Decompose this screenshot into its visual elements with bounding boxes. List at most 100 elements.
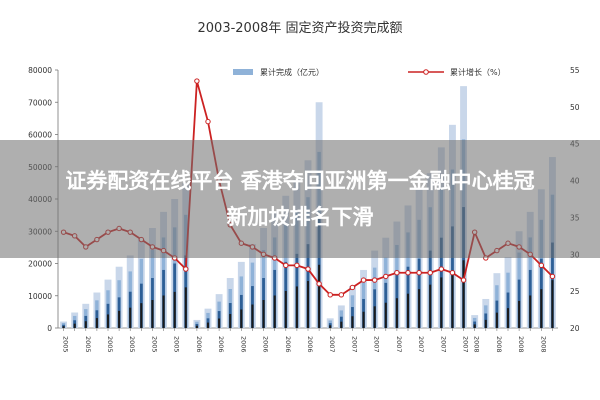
legend-line-marker bbox=[423, 69, 429, 75]
y-left-tick-label: 70000 bbox=[28, 98, 52, 107]
bar-base bbox=[529, 295, 532, 328]
bar-base bbox=[406, 293, 410, 328]
bar-base bbox=[218, 318, 221, 328]
bar-base bbox=[84, 321, 87, 328]
x-tick-label: 2007 bbox=[350, 336, 358, 353]
x-tick-label: 2008 bbox=[539, 336, 547, 353]
x-tick-label: 2006 bbox=[284, 336, 292, 353]
x-tick-label: 2005 bbox=[84, 336, 92, 353]
bar-base bbox=[495, 312, 498, 328]
y-right-tick-label: 55 bbox=[570, 66, 580, 75]
growth-point bbox=[327, 292, 333, 298]
bar-base bbox=[518, 300, 521, 328]
y-right-tick-label: 50 bbox=[570, 103, 580, 112]
bar-base bbox=[351, 316, 354, 328]
bar-base bbox=[273, 295, 276, 328]
y-left-tick-label: 0 bbox=[47, 324, 52, 333]
growth-point bbox=[405, 270, 411, 276]
x-tick-label: 2006 bbox=[217, 336, 225, 353]
y-left-tick-label: 80000 bbox=[28, 66, 52, 75]
growth-point bbox=[538, 262, 545, 269]
growth-point bbox=[338, 292, 345, 298]
bar-base bbox=[440, 277, 443, 328]
x-tick-label: 2008 bbox=[517, 336, 525, 353]
growth-point bbox=[438, 266, 445, 272]
chart-legend: 累计完成（亿元） 累计增长（%） bbox=[233, 67, 506, 77]
bar-base bbox=[506, 308, 510, 328]
bar-base bbox=[306, 281, 310, 328]
growth-point bbox=[305, 266, 311, 272]
x-tick-label: 2005 bbox=[62, 336, 70, 353]
bar-base bbox=[184, 287, 187, 328]
x-tick-label: 2007 bbox=[395, 336, 403, 353]
x-tick-label: 2007 bbox=[417, 336, 425, 353]
growth-point bbox=[205, 118, 211, 125]
x-tick-label: 2005 bbox=[106, 336, 114, 353]
banner-line-2: 新加坡排名下滑 bbox=[226, 205, 374, 229]
y-left-tick-label: 20000 bbox=[28, 260, 52, 269]
growth-point bbox=[283, 262, 289, 269]
growth-point bbox=[183, 266, 189, 272]
bar-base bbox=[95, 318, 98, 328]
bar-base bbox=[162, 295, 165, 328]
bar-base bbox=[462, 260, 465, 328]
bar-base bbox=[318, 264, 321, 328]
bar-base bbox=[484, 319, 487, 328]
x-tick-label: 2005 bbox=[173, 336, 181, 353]
bar-base bbox=[395, 298, 398, 328]
growth-point bbox=[349, 284, 356, 291]
bar-base bbox=[540, 289, 543, 328]
y-left-tick-label: 60000 bbox=[28, 131, 52, 140]
bar-base bbox=[106, 314, 110, 328]
bar-base bbox=[362, 311, 365, 328]
bar-base bbox=[151, 300, 154, 328]
bar-base bbox=[262, 300, 265, 328]
bar-base bbox=[251, 304, 254, 328]
x-tick-label: 2007 bbox=[462, 336, 470, 353]
bar-base bbox=[173, 291, 176, 328]
x-tick-label: 2007 bbox=[439, 336, 447, 353]
growth-point bbox=[460, 277, 467, 283]
bar-base bbox=[295, 286, 298, 328]
bar-base bbox=[429, 284, 432, 328]
growth-point bbox=[194, 78, 200, 84]
bar-base bbox=[240, 309, 243, 328]
chart-title: 2003-2008年 固定资产投资完成额 bbox=[198, 20, 403, 36]
x-tick-label: 2008 bbox=[495, 336, 503, 353]
x-tick-label: 2005 bbox=[128, 336, 136, 353]
x-tick-label: 2006 bbox=[306, 336, 314, 353]
growth-point bbox=[549, 273, 556, 280]
x-tick-label: 2007 bbox=[373, 336, 381, 353]
growth-point bbox=[416, 270, 422, 276]
bar-base bbox=[329, 325, 332, 328]
x-tick-label: 2006 bbox=[195, 336, 203, 353]
bar-base bbox=[451, 271, 454, 328]
bar-base bbox=[73, 323, 76, 328]
x-tick-label: 2008 bbox=[473, 336, 481, 353]
bar-base bbox=[418, 289, 421, 328]
y-right-tick-label: 25 bbox=[570, 287, 580, 296]
bar-base bbox=[62, 326, 65, 328]
x-tick-label: 2006 bbox=[239, 336, 247, 353]
y-left-tick-label: 10000 bbox=[28, 292, 52, 301]
growth-point bbox=[449, 270, 456, 276]
banner-line-1: 证券配资在线平台 香港夺回亚洲第一金融中心桂冠 bbox=[65, 169, 535, 193]
legend-bar-label: 累计完成（亿元） bbox=[260, 67, 324, 77]
bar-base bbox=[229, 314, 232, 328]
x-tick-label: 2007 bbox=[328, 336, 336, 353]
bar-base bbox=[284, 290, 287, 328]
growth-point bbox=[394, 270, 400, 276]
growth-point bbox=[316, 281, 322, 287]
growth-point bbox=[427, 270, 433, 276]
banner-headline: 证券配资在线平台 香港夺回亚洲第一金融中心桂冠 新加坡排名下滑 bbox=[0, 163, 600, 235]
growth-point bbox=[294, 262, 300, 269]
bar-base bbox=[206, 322, 210, 328]
legend-line-label: 累计增长（%） bbox=[450, 67, 506, 77]
banner-overlay bbox=[0, 140, 600, 258]
growth-point bbox=[383, 273, 389, 280]
bar-base bbox=[373, 306, 376, 328]
legend-bar-swatch bbox=[233, 69, 253, 75]
bar-base bbox=[473, 324, 476, 328]
y-right-tick-label: 20 bbox=[570, 324, 580, 333]
bar-base bbox=[195, 325, 198, 328]
